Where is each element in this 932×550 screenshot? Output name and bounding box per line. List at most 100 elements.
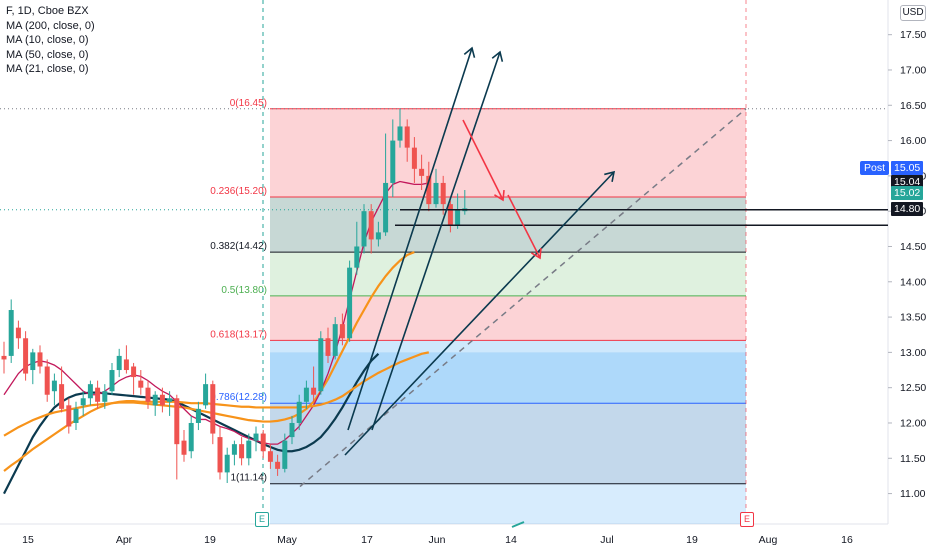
legend-ma50[interactable]: MA (50, close, 0) — [6, 48, 89, 61]
fib-level-label: 0.5(13.80) — [221, 285, 267, 296]
date-tick-label: 17 — [361, 534, 373, 546]
candle-body — [159, 394, 165, 406]
candle-body — [347, 267, 353, 339]
price-tick-label: 14.50 — [900, 241, 926, 253]
price-tick-label: 13.50 — [900, 312, 926, 324]
candle-body — [289, 422, 295, 438]
price-tick-label: 11.00 — [900, 488, 926, 500]
fib-zone — [270, 252, 746, 296]
candle-body — [51, 380, 57, 392]
post-market-label: Post — [860, 161, 890, 175]
candle-body — [210, 384, 216, 434]
legend-symbol[interactable]: F, 1D, Cboe BZX — [6, 5, 89, 17]
candle-body — [239, 444, 245, 459]
candle-body — [339, 324, 345, 339]
price-tick-label: 17.50 — [900, 29, 926, 41]
candle-body — [390, 140, 396, 183]
currency-badge[interactable]: USD — [900, 5, 926, 21]
candle-body — [419, 168, 425, 176]
candle-body — [30, 352, 36, 371]
candle-body — [8, 310, 14, 356]
candle-body — [138, 380, 144, 388]
date-tick-label: Apr — [116, 534, 133, 546]
date-tick-label: 16 — [841, 534, 853, 546]
trend-arrow-head — [604, 170, 616, 182]
candle-body — [426, 175, 432, 205]
date-tick-label: 19 — [686, 534, 698, 546]
candle-body — [80, 398, 86, 406]
candle-body — [203, 384, 209, 406]
candle-body — [231, 444, 237, 455]
candle-body — [145, 387, 151, 402]
candle-body — [23, 338, 29, 374]
candle-body — [167, 398, 173, 402]
candle-body — [181, 440, 187, 455]
candle-body — [109, 370, 115, 392]
candle-body — [455, 209, 461, 226]
candle-body — [267, 451, 273, 462]
channel-arrow-right — [371, 51, 501, 431]
candle-body — [224, 454, 230, 473]
price-tag-close: 15.02 — [891, 186, 924, 200]
price-tick-label: 16.00 — [900, 135, 926, 147]
date-tick-label: Aug — [759, 534, 778, 546]
date-tick-label: 14 — [505, 534, 517, 546]
fib-level-label: 0.618(13.17) — [210, 329, 267, 340]
candle-body — [325, 338, 331, 356]
candle-body — [361, 211, 367, 247]
channel-arrow-left — [347, 47, 473, 431]
candle-body — [195, 408, 201, 423]
price-tick-label: 17.00 — [900, 64, 926, 76]
fib-level-label: 0(16.45) — [230, 98, 267, 109]
candle-body — [174, 398, 180, 445]
candle-body — [1, 355, 7, 360]
fib-level-label: 0.786(12.28) — [210, 392, 267, 403]
candle-body — [318, 338, 324, 392]
fib-zone — [270, 340, 746, 404]
fib-level-label: 0.382(14.42) — [210, 241, 267, 252]
fib-zone — [270, 403, 746, 484]
candle-body — [275, 461, 281, 469]
fib-extension-zone — [270, 352, 746, 524]
channel-arrow-right-head — [491, 50, 504, 62]
fib-level-label: 0.236(15.20) — [210, 186, 267, 197]
legend-ma10[interactable]: MA (10, close, 0) — [6, 34, 89, 46]
candle-body — [375, 232, 381, 240]
candle-body — [217, 437, 223, 473]
date-tick-label: Jun — [429, 534, 446, 546]
candle-body — [87, 384, 93, 399]
candle-body — [433, 182, 439, 205]
pullback-arrow-2-head — [530, 247, 542, 260]
price-tag-last: 15.04 — [891, 175, 924, 189]
price-tick-label: 14.00 — [900, 276, 926, 288]
legend-ma200[interactable]: MA (200, close, 0) — [6, 19, 95, 32]
date-tick-label: 15 — [22, 534, 34, 546]
price-tick-label: 11.50 — [900, 453, 926, 465]
candle-body — [296, 401, 302, 423]
candle-body — [73, 408, 79, 423]
candle-body — [332, 324, 338, 356]
candle-body — [368, 211, 374, 240]
fib-level-label: 1(11.14) — [230, 473, 267, 484]
ma50-line — [3, 251, 415, 437]
legend-ma21[interactable]: MA (21, close, 0) — [6, 63, 89, 75]
candle-body — [66, 405, 72, 427]
candle-body — [253, 433, 259, 441]
earnings-marker-past[interactable]: E — [255, 512, 269, 527]
candle-body — [354, 246, 360, 268]
date-tick-label: Jul — [600, 534, 613, 546]
price-tick-label: 13.00 — [900, 347, 926, 359]
date-tick-label: May — [277, 534, 298, 546]
earnings-marker-future[interactable]: E — [740, 512, 754, 527]
candle-body — [383, 182, 389, 233]
candle-body — [15, 327, 21, 339]
candle-body — [131, 366, 137, 378]
candle-body — [95, 387, 101, 402]
ma-tail — [511, 521, 525, 528]
fib-zone — [270, 108, 746, 198]
pullback-arrow-1-head — [494, 189, 505, 202]
candle-body — [282, 440, 288, 469]
candle-body — [188, 422, 194, 452]
